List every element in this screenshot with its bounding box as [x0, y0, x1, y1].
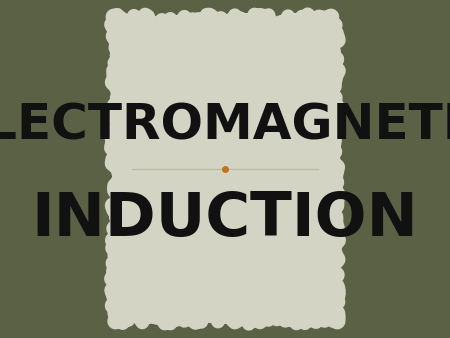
Text: INDUCTION: INDUCTION [32, 190, 419, 249]
FancyBboxPatch shape [116, 19, 334, 319]
Text: ELECTROMAGNETIC: ELECTROMAGNETIC [0, 101, 450, 149]
